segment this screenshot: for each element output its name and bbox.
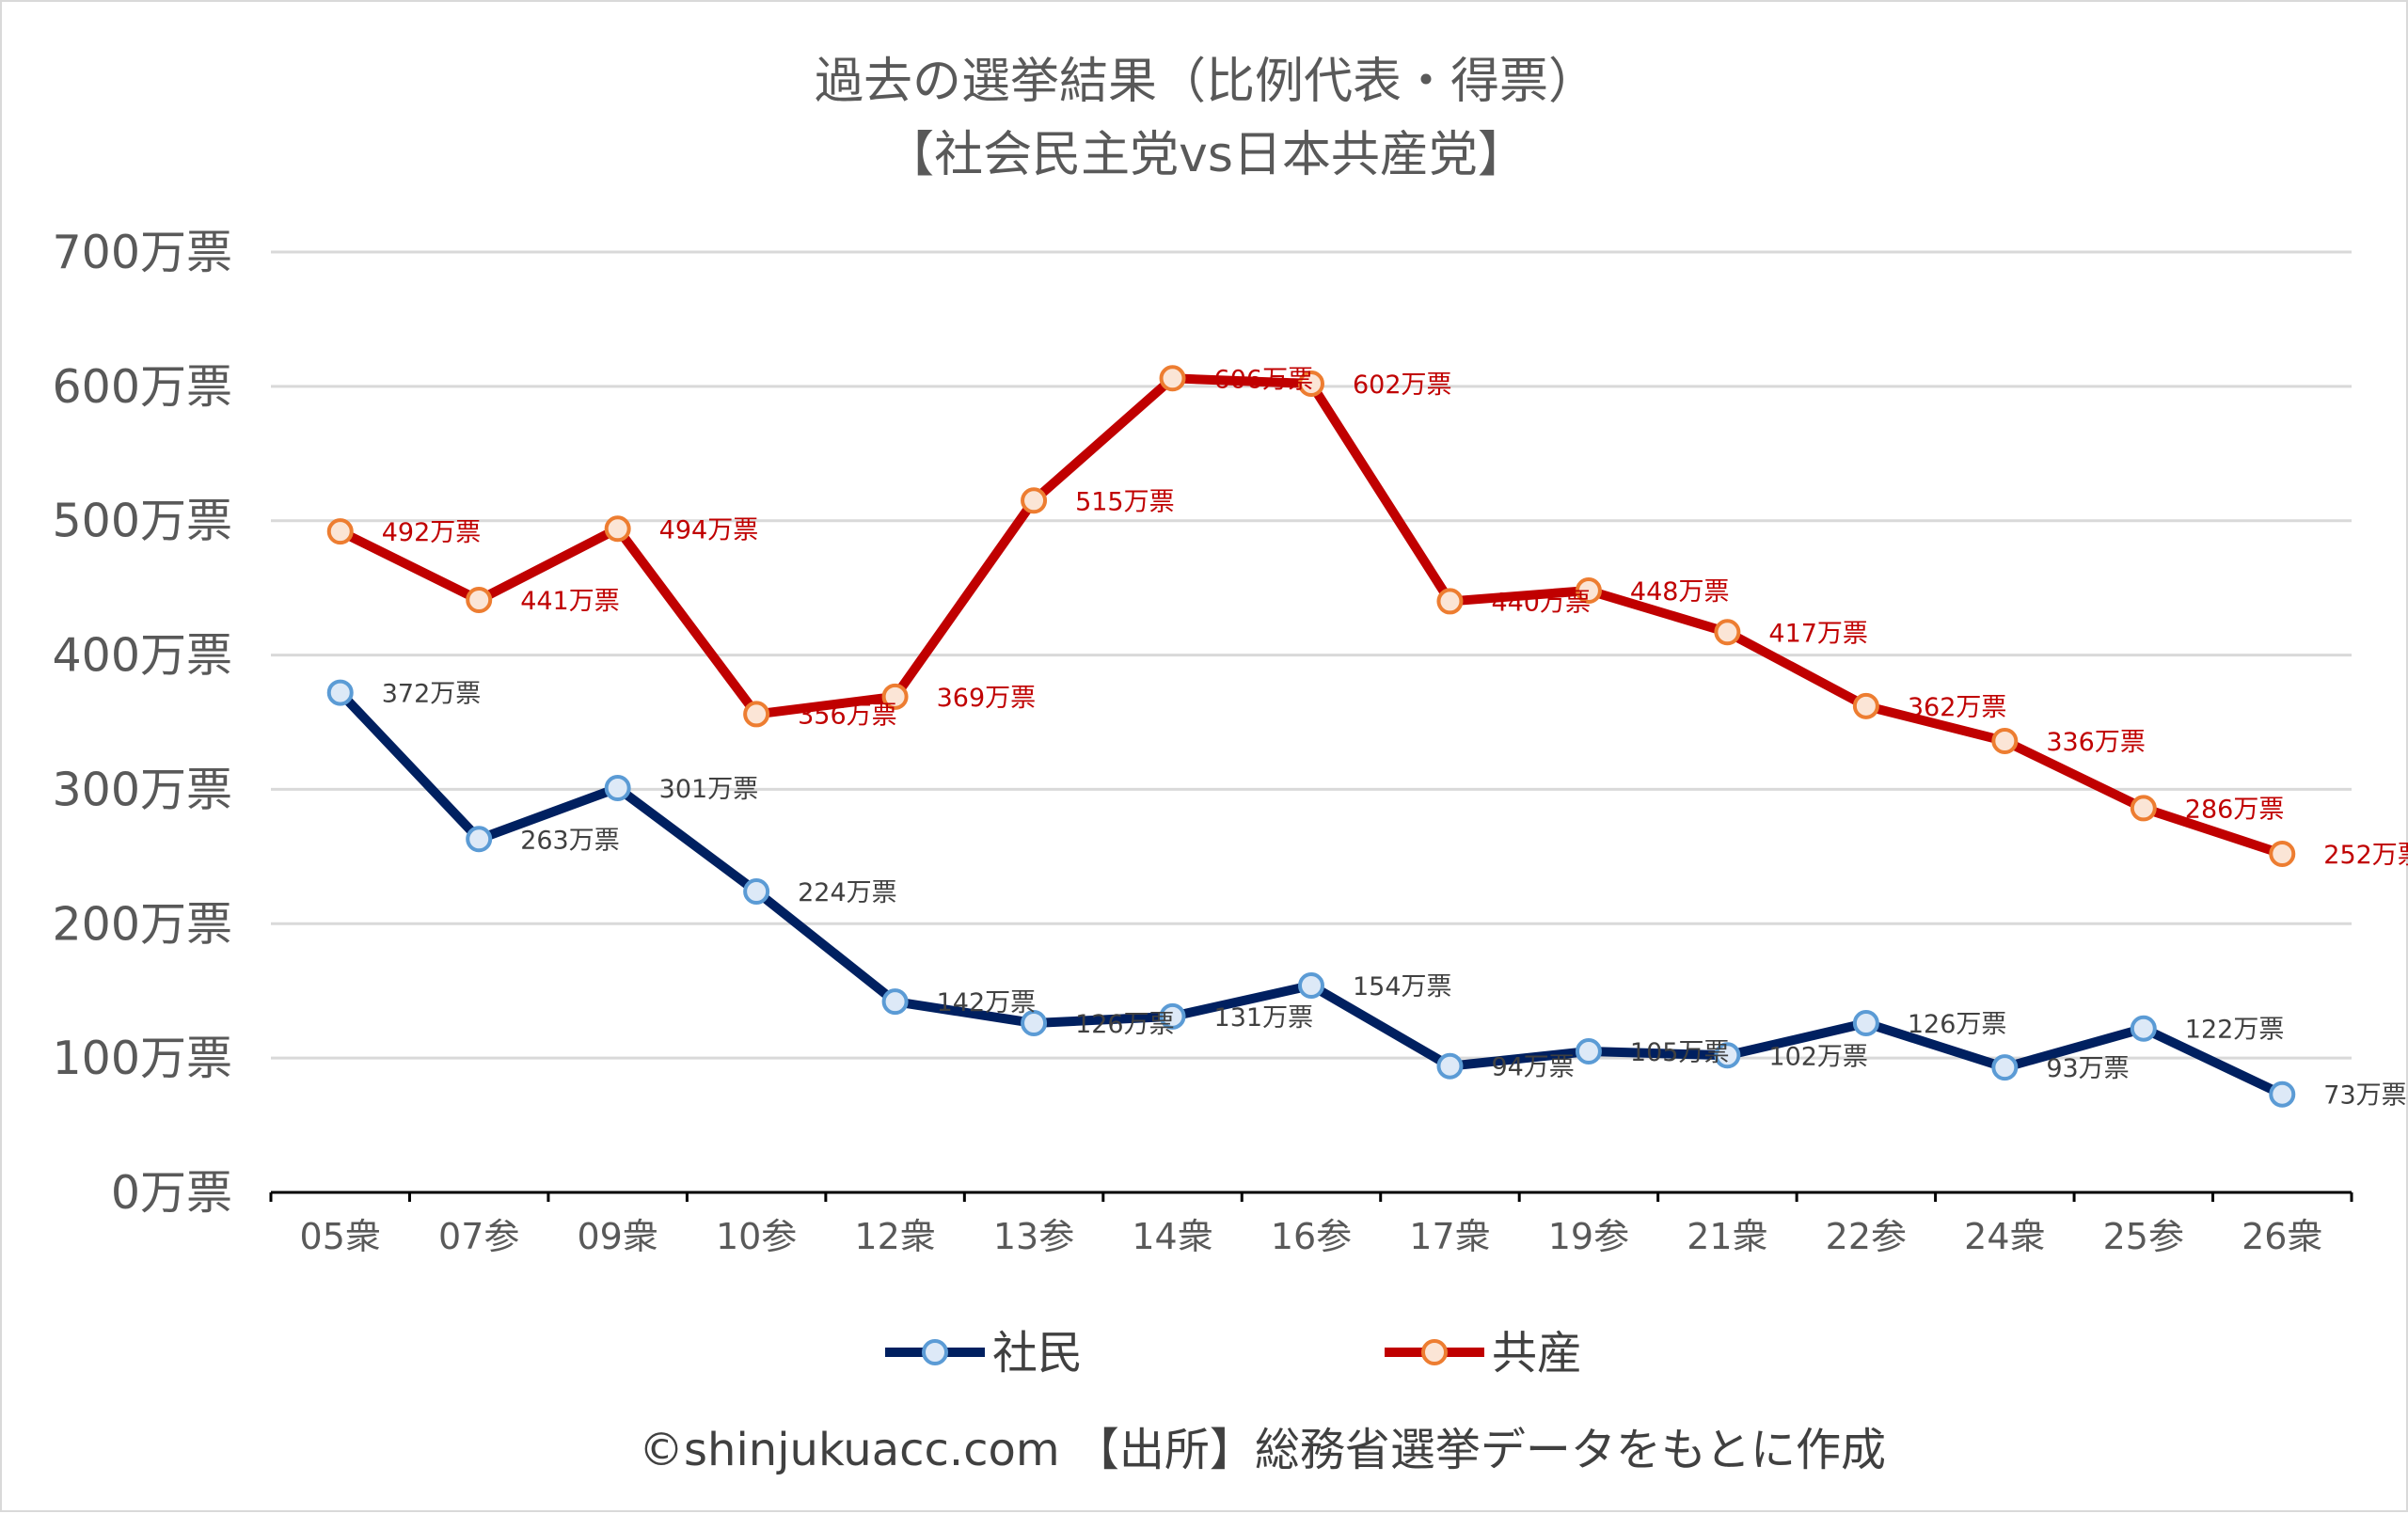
legend-label: 共産: [1492, 1327, 1582, 1380]
data-point: [1852, 1010, 1879, 1036]
data-label: 102万票: [1768, 1042, 1868, 1071]
x-tick-label: 13参: [993, 1216, 1074, 1257]
data-point: [743, 878, 770, 905]
data-point: [1991, 728, 2019, 754]
data-point: [1852, 692, 1879, 719]
data-label: 336万票: [2046, 728, 2146, 757]
data-point: [466, 826, 493, 853]
x-tick-label: 25参: [2103, 1216, 2184, 1257]
y-tick-label: 500万票: [52, 495, 232, 548]
y-tick-label: 100万票: [52, 1032, 232, 1085]
data-point: [2130, 1015, 2157, 1042]
legend-marker: [1421, 1339, 1448, 1365]
data-label: 252万票: [2323, 841, 2408, 870]
x-tick-label: 19参: [1548, 1216, 1629, 1257]
y-tick-label: 400万票: [52, 629, 232, 683]
y-tick-label: 600万票: [52, 360, 232, 414]
data-label: 372万票: [382, 680, 482, 709]
data-point: [1021, 487, 1048, 514]
data-label: 602万票: [1353, 371, 1452, 400]
x-tick-label: 10参: [716, 1216, 797, 1257]
data-label: 126万票: [1908, 1010, 2007, 1039]
data-label: 301万票: [659, 775, 759, 804]
y-tick-label: 200万票: [52, 897, 232, 951]
data-label: 356万票: [798, 701, 897, 730]
data-label: 286万票: [2185, 795, 2285, 824]
data-point: [326, 518, 354, 545]
data-label: 154万票: [1353, 972, 1452, 1001]
data-point: [743, 701, 770, 728]
data-point: [1436, 1052, 1464, 1080]
data-label: 448万票: [1630, 577, 1730, 607]
chart-title-line-1: 過去の選挙結果（比例代表・得票）: [815, 54, 1597, 110]
x-tick-label: 09衆: [577, 1216, 657, 1257]
data-label: 362万票: [1908, 693, 2007, 722]
data-label: 105万票: [1630, 1038, 1730, 1067]
legend-marker: [922, 1339, 948, 1365]
data-point: [1298, 371, 1324, 397]
x-tick-label: 16参: [1271, 1216, 1352, 1257]
data-point: [1991, 1054, 2019, 1081]
data-label: 494万票: [659, 515, 759, 544]
x-tick-label: 26衆: [2242, 1216, 2322, 1257]
x-tick-label: 21衆: [1687, 1216, 1767, 1257]
data-label: 440万票: [1491, 588, 1591, 617]
footer-source: ©shinjukuacc.com 【出所】総務省選挙データをもとに作成: [639, 1424, 1886, 1476]
data-point: [466, 587, 493, 613]
data-label: 142万票: [937, 988, 1037, 1017]
data-point: [2130, 795, 2157, 822]
data-point: [1575, 1038, 1602, 1065]
data-point: [326, 679, 354, 706]
data-point: [1298, 972, 1324, 999]
data-label: 492万票: [382, 518, 482, 547]
data-point: [1575, 577, 1602, 604]
data-label: 93万票: [2046, 1054, 2129, 1083]
x-tick-label: 22参: [1826, 1216, 1907, 1257]
series-line-共産: [338, 373, 2284, 859]
y-tick-label: 300万票: [52, 763, 232, 816]
data-label: 224万票: [798, 878, 897, 907]
data-point: [1021, 1010, 1048, 1036]
data-point: [881, 683, 909, 710]
data-label: 131万票: [1214, 1003, 1314, 1033]
data-point: [1159, 365, 1186, 392]
x-tick-label: 07参: [438, 1216, 519, 1257]
data-point: [2269, 841, 2296, 867]
data-label: 94万票: [1491, 1053, 1574, 1082]
data-label: 369万票: [937, 684, 1037, 713]
x-tick-label: 24衆: [1964, 1216, 2045, 1257]
data-point: [604, 515, 631, 543]
data-label: 73万票: [2323, 1081, 2406, 1111]
legend-label: 社民: [992, 1327, 1083, 1380]
data-point: [2269, 1080, 2296, 1108]
data-point: [604, 775, 631, 801]
x-tick-label: 05衆: [300, 1216, 381, 1257]
x-tick-label: 14衆: [1132, 1216, 1212, 1257]
chart-title-line-2: 【社会民主党vs日本共産党】: [885, 127, 1527, 183]
y-tick-label: 0万票: [111, 1166, 232, 1220]
data-label: 122万票: [2185, 1016, 2285, 1045]
data-point: [1159, 1002, 1186, 1030]
data-point: [1714, 1042, 1741, 1069]
data-label: 263万票: [520, 826, 620, 855]
data-point: [1436, 588, 1464, 615]
data-label: 441万票: [520, 587, 620, 616]
data-point: [881, 988, 909, 1016]
data-label: 606万票: [1214, 365, 1314, 394]
data-point: [1714, 619, 1741, 646]
x-tick-label: 12衆: [854, 1216, 935, 1257]
data-label: 126万票: [1075, 1010, 1175, 1039]
data-label: 417万票: [1768, 619, 1868, 648]
data-label: 515万票: [1075, 487, 1175, 516]
y-tick-label: 700万票: [52, 226, 232, 279]
x-tick-label: 17衆: [1409, 1216, 1490, 1257]
